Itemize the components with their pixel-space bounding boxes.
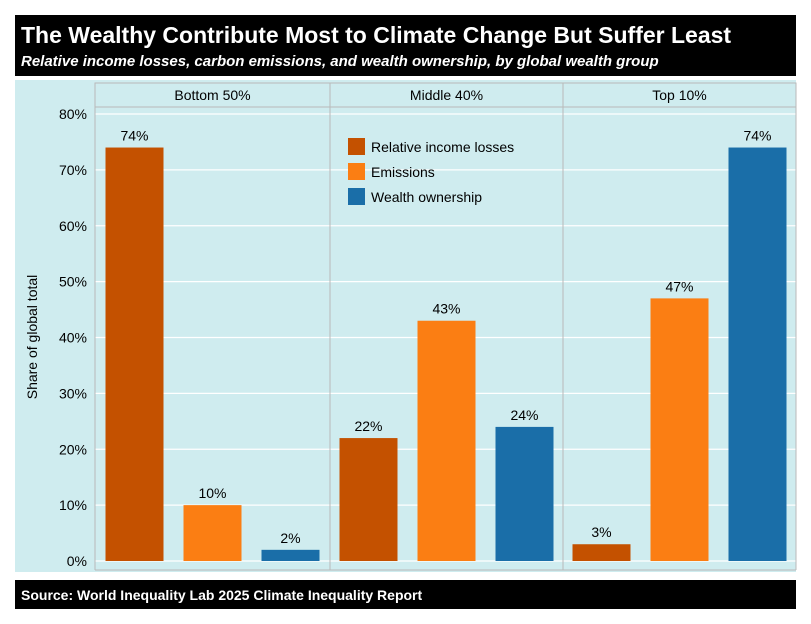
y-tick-label: 10% — [59, 497, 87, 513]
chart-header: The Wealthy Contribute Most to Climate C… — [15, 15, 796, 76]
chart-title: The Wealthy Contribute Most to Climate C… — [21, 22, 732, 48]
data-label: 24% — [510, 407, 538, 423]
bar — [495, 426, 554, 561]
facet-label: Top 10% — [652, 87, 706, 103]
y-tick-label: 30% — [59, 385, 87, 401]
y-tick-label: 50% — [59, 274, 87, 290]
bar — [261, 549, 320, 561]
data-label: 47% — [665, 278, 693, 294]
source-note: Source: World Inequality Lab 2025 Climat… — [21, 587, 423, 603]
y-tick-label: 70% — [59, 162, 87, 178]
bar — [183, 505, 242, 561]
y-tick-label: 40% — [59, 330, 87, 346]
data-label: 10% — [198, 485, 226, 501]
chart-footer: Source: World Inequality Lab 2025 Climat… — [15, 580, 796, 609]
y-axis-label: Share of global total — [24, 275, 40, 400]
legend-label: Wealth ownership — [371, 189, 482, 205]
y-tick-label: 60% — [59, 218, 87, 234]
legend-swatch — [348, 138, 365, 155]
data-label: 2% — [280, 530, 300, 546]
data-label: 43% — [432, 301, 460, 317]
data-label: 22% — [354, 418, 382, 434]
legend-label: Relative income losses — [371, 139, 514, 155]
facet-label: Bottom 50% — [174, 87, 250, 103]
bar — [728, 147, 787, 561]
y-tick-label: 80% — [59, 106, 87, 122]
chart-subtitle: Relative income losses, carbon emissions… — [21, 53, 659, 70]
data-label: 74% — [743, 128, 771, 144]
data-label: 3% — [591, 524, 611, 540]
bar — [417, 320, 476, 561]
y-tick-label: 20% — [59, 441, 87, 457]
facet-label: Middle 40% — [410, 87, 483, 103]
bar — [105, 147, 164, 561]
y-tick-label: 0% — [67, 553, 87, 569]
legend-swatch — [348, 188, 365, 205]
legend-label: Emissions — [371, 164, 435, 180]
bar — [572, 544, 631, 561]
bar — [650, 298, 709, 561]
legend-swatch — [348, 163, 365, 180]
bar — [339, 438, 398, 561]
data-label: 74% — [120, 128, 148, 144]
